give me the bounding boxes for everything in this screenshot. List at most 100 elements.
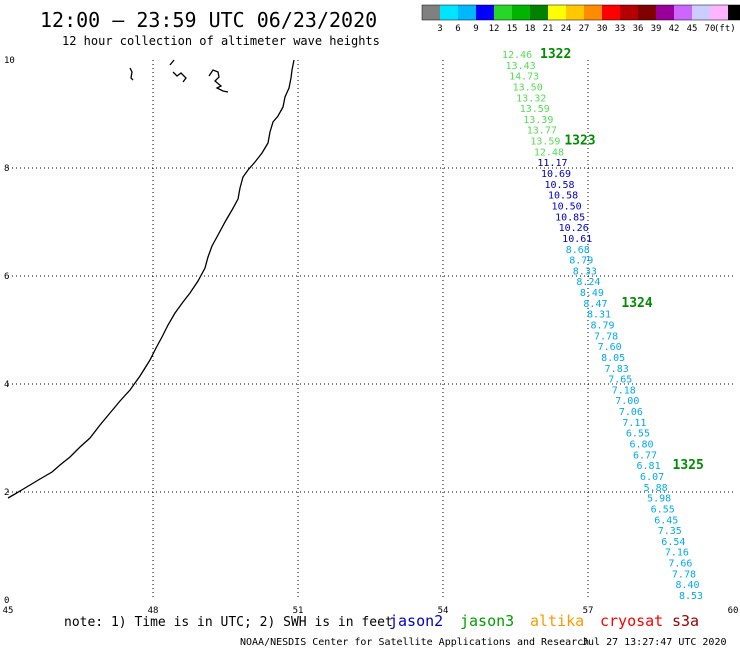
legend-label: 18 bbox=[525, 24, 536, 34]
y-tick-label: 0 bbox=[4, 596, 9, 606]
wave-height-value: 8.33 bbox=[573, 266, 597, 277]
legend-label: 3 bbox=[437, 24, 442, 34]
legend-label: 24 bbox=[561, 24, 572, 34]
footer-timestamp: Jul 27 13:27:47 UTC 2020 bbox=[582, 637, 727, 648]
legend-label: 33 bbox=[615, 24, 626, 34]
wave-height-value: 7.78 bbox=[672, 569, 696, 580]
wave-height-value: 10.50 bbox=[552, 201, 582, 212]
legend-frame bbox=[421, 4, 740, 21]
legend-swatch bbox=[692, 5, 710, 20]
wave-height-value: 12.48 bbox=[534, 147, 564, 158]
legend-label: 6 bbox=[455, 24, 460, 34]
footer-credit: NOAA/NESDIS Center for Satellite Applica… bbox=[240, 637, 589, 648]
wave-height-value: 10.61 bbox=[562, 234, 592, 245]
legend-swatch bbox=[728, 5, 740, 20]
legend-swatch bbox=[494, 5, 512, 20]
legend-swatch bbox=[422, 5, 440, 20]
wave-height-value: 8.40 bbox=[675, 580, 699, 591]
wave-height-value: 10.85 bbox=[555, 212, 585, 223]
wave-height-value: 6.07 bbox=[640, 472, 664, 483]
wave-height-value: 7.83 bbox=[605, 364, 629, 375]
wave-height-value: 13.43 bbox=[506, 61, 536, 72]
legend-label: 12 bbox=[489, 24, 500, 34]
lat-lon-grid bbox=[8, 60, 733, 600]
legend-label: 42 bbox=[669, 24, 680, 34]
wave-height-value: 7.11 bbox=[622, 418, 646, 429]
wave-height-value: 11.17 bbox=[537, 158, 567, 169]
pass-label: 1325 bbox=[673, 458, 704, 473]
legend-swatch bbox=[674, 5, 692, 20]
wave-height-value: 6.55 bbox=[626, 429, 650, 440]
wave-height-value: 10.69 bbox=[541, 169, 571, 180]
wave-height-value: 5.98 bbox=[647, 494, 671, 505]
wave-height-value: 8.24 bbox=[576, 277, 600, 288]
island-3 bbox=[208, 69, 229, 93]
x-tick-label: 60 bbox=[728, 606, 739, 616]
x-tick-label: 54 bbox=[438, 606, 449, 616]
y-tick-label: 2 bbox=[4, 488, 9, 498]
pass-labels: 1322 1323 1324 1325 bbox=[540, 47, 704, 473]
wave-height-value: 8.79 bbox=[591, 321, 615, 332]
wave-height-value: 13.59 bbox=[530, 137, 560, 148]
wave-height-value: 10.58 bbox=[548, 191, 578, 202]
legend-swatch bbox=[602, 5, 620, 20]
pass-label: 1324 bbox=[621, 296, 652, 311]
legend-swatch bbox=[566, 5, 584, 20]
legend-label: 9 bbox=[473, 24, 478, 34]
wave-height-value: 10.58 bbox=[544, 180, 574, 191]
x-tick-label: 51 bbox=[293, 606, 304, 616]
legend-label: 36 bbox=[633, 24, 644, 34]
wave-height-value: 7.65 bbox=[608, 375, 632, 386]
x-tick-label: 45 bbox=[3, 606, 14, 616]
legend-label: 39 bbox=[651, 24, 662, 34]
wave-height-value: 8.49 bbox=[580, 288, 604, 299]
wave-height-value: 13.77 bbox=[527, 126, 557, 137]
satellite-legend: jason2 jason3 altika cryosat s3a bbox=[389, 612, 699, 630]
legend-label: 21 bbox=[543, 24, 554, 34]
x-tick-label: 57 bbox=[583, 606, 594, 616]
wave-height-value: 13.50 bbox=[513, 82, 543, 93]
wave-height-value: 7.18 bbox=[612, 385, 636, 396]
legend-swatch bbox=[458, 5, 476, 20]
satellite-name: altika bbox=[530, 612, 584, 630]
legend-label: 70 bbox=[705, 24, 716, 34]
y-tick-label: 6 bbox=[4, 272, 9, 282]
wave-height-value: 14.73 bbox=[509, 72, 539, 83]
wave-height-value: 6.77 bbox=[633, 450, 657, 461]
legend-swatch bbox=[584, 5, 602, 20]
legend-swatch bbox=[710, 5, 728, 20]
wave-height-value: 5.88 bbox=[644, 483, 668, 494]
coastline-path bbox=[7, 59, 295, 499]
wave-height-value: 6.45 bbox=[654, 515, 678, 526]
map-subtitle: 12 hour collection of altimeter wave hei… bbox=[62, 34, 380, 48]
wave-height-value: 6.81 bbox=[637, 461, 661, 472]
wave-height-value: 7.06 bbox=[619, 407, 643, 418]
legend-swatch bbox=[656, 5, 674, 20]
wave-height-value: 13.32 bbox=[516, 93, 546, 104]
wave-height-value: 13.39 bbox=[523, 115, 553, 126]
wave-height-value: 12.46 bbox=[502, 50, 532, 61]
wave-height-value: 8.68 bbox=[566, 245, 590, 256]
wave-height-value: 13.59 bbox=[520, 104, 550, 115]
wave-height-value: 8.05 bbox=[601, 353, 625, 364]
wave-height-value: 8.47 bbox=[583, 299, 607, 310]
wave-height-value: 7.60 bbox=[598, 342, 622, 353]
satellite-name: cryosat bbox=[600, 612, 663, 630]
y-axis-ticks: 0 2 4 6 8 10 bbox=[4, 56, 15, 606]
wave-height-labels: 12.4613.4314.7313.5013.3213.5913.3913.77… bbox=[502, 50, 703, 602]
satellite-name: jason3 bbox=[460, 612, 514, 630]
wave-height-value: 7.16 bbox=[665, 548, 689, 559]
legend-swatch bbox=[548, 5, 566, 20]
coastline bbox=[7, 59, 295, 499]
legend-label: 27 bbox=[579, 24, 590, 34]
wave-height-value: 7.78 bbox=[594, 331, 618, 342]
legend-swatch bbox=[512, 5, 530, 20]
legend-swatch bbox=[638, 5, 656, 20]
wave-height-value: 6.80 bbox=[629, 440, 653, 451]
color-legend: 3 6 9 12 15 18 21 24 27 30 33 36 39 42 45 70 bbox=[421, 4, 740, 34]
y-tick-label: 4 bbox=[4, 380, 9, 390]
satellite-name: jason2 bbox=[389, 612, 443, 630]
x-axis-ticks: 45 48 51 54 57 60 bbox=[3, 606, 739, 616]
satellite-name: s3a bbox=[672, 612, 699, 630]
